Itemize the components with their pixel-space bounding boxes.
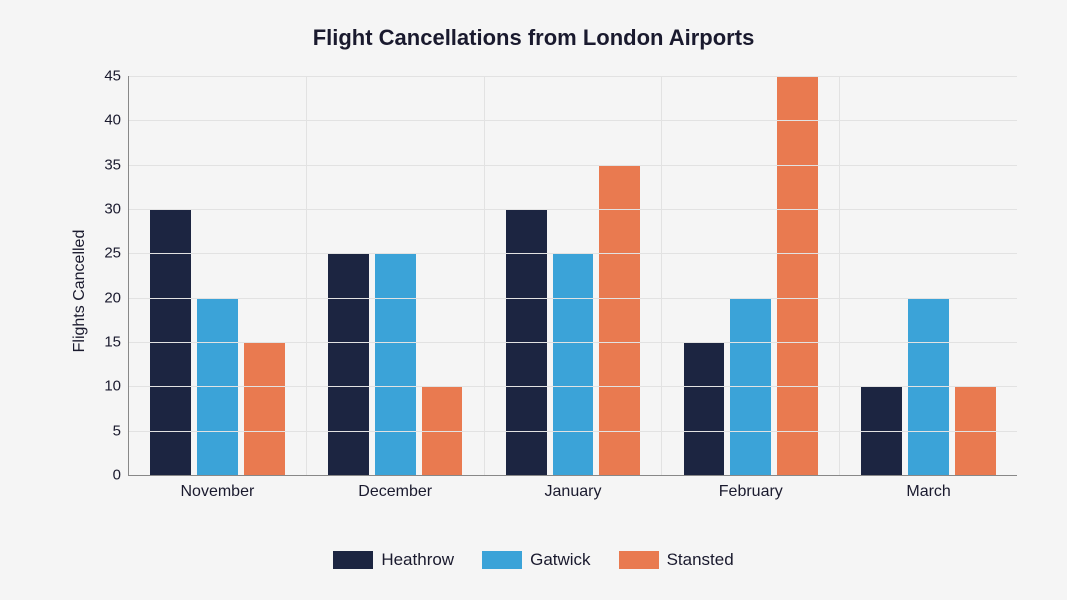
bar [599, 165, 640, 475]
y-tick-label: 10 [99, 378, 129, 395]
x-tick-label: December [307, 475, 484, 501]
legend-swatch [619, 551, 659, 569]
chart-container: Flight Cancellations from London Airport… [0, 0, 1067, 600]
bar-group: January [485, 76, 663, 475]
grid-line [129, 253, 1017, 254]
bar [244, 342, 285, 475]
grid-line [129, 342, 1017, 343]
legend-label: Gatwick [530, 550, 590, 570]
y-axis-label: Flights Cancelled [71, 230, 89, 353]
chart-area: Flights Cancelled NovemberDecemberJanuar… [90, 76, 1017, 506]
grid-line [129, 431, 1017, 432]
legend-swatch [482, 551, 522, 569]
legend-swatch [333, 551, 373, 569]
bars [328, 76, 462, 475]
bar-group: February [662, 76, 840, 475]
bar [328, 253, 369, 475]
legend-item: Stansted [619, 550, 734, 570]
legend: Heathrow Gatwick Stansted [40, 550, 1027, 570]
y-tick-label: 15 [99, 333, 129, 350]
legend-label: Heathrow [381, 550, 454, 570]
x-tick-label: March [840, 475, 1017, 501]
grid-line [129, 120, 1017, 121]
bars [506, 76, 640, 475]
y-tick-label: 5 [99, 422, 129, 439]
y-tick-label: 25 [99, 245, 129, 262]
x-tick-label: November [129, 475, 306, 501]
chart-title: Flight Cancellations from London Airport… [40, 25, 1027, 51]
y-tick-label: 45 [99, 68, 129, 85]
bar [375, 253, 416, 475]
y-tick-label: 0 [99, 467, 129, 484]
bars [684, 76, 818, 475]
bar-group: March [840, 76, 1017, 475]
bar [684, 342, 725, 475]
bar [553, 253, 594, 475]
bar-groups: NovemberDecemberJanuaryFebruaryMarch [129, 76, 1017, 475]
bars [861, 76, 995, 475]
grid-line [129, 386, 1017, 387]
legend-item: Gatwick [482, 550, 590, 570]
y-tick-label: 35 [99, 156, 129, 173]
plot-area: NovemberDecemberJanuaryFebruaryMarch 051… [128, 76, 1017, 476]
y-tick-label: 20 [99, 289, 129, 306]
bar-group: November [129, 76, 307, 475]
grid-line [129, 209, 1017, 210]
legend-item: Heathrow [333, 550, 454, 570]
bar [777, 76, 818, 475]
y-tick-label: 40 [99, 112, 129, 129]
y-tick-label: 30 [99, 200, 129, 217]
grid-line [129, 76, 1017, 77]
bar-group: December [307, 76, 485, 475]
grid-line [129, 165, 1017, 166]
x-tick-label: February [662, 475, 839, 501]
bars [150, 76, 284, 475]
x-tick-label: January [485, 475, 662, 501]
legend-label: Stansted [667, 550, 734, 570]
grid-line [129, 298, 1017, 299]
